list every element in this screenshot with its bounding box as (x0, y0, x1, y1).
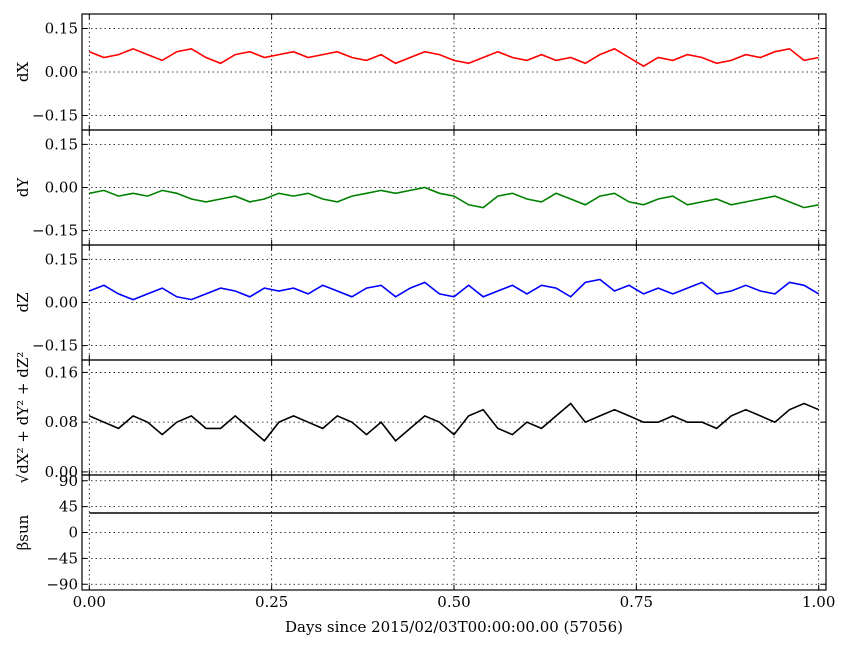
y-tick-label: 0.16 (45, 363, 78, 381)
x-tick-label: 0.75 (620, 593, 653, 611)
y-axis-label-beta: βsun (14, 514, 32, 550)
y-tick-label: −0.15 (32, 337, 78, 355)
x-tick-label: 1.00 (802, 593, 835, 611)
panel-frame (81, 129, 827, 246)
y-tick-label: −90 (46, 575, 78, 593)
y-tick-label: 0 (68, 524, 78, 542)
y-tick-label: −0.15 (32, 222, 78, 240)
y-tick-label: 0.00 (45, 63, 78, 81)
panel-dX: −0.15 0.00 0.15 dX (14, 13, 827, 131)
series-line-dY (89, 186, 819, 209)
series-line-dR (88, 402, 820, 442)
series-line-dZ (89, 278, 820, 301)
y-axis-label-dY: dY (14, 177, 32, 198)
y-axis-label-dZ: dZ (14, 292, 32, 312)
y-tick-label: 0.15 (45, 135, 78, 153)
panel-beta: −90 −45 0 45 90 βsun (14, 472, 827, 593)
y-tick-label: −0.15 (32, 107, 78, 125)
x-tick-label: 0.00 (73, 593, 106, 611)
y-tick-label: 90 (59, 472, 78, 490)
series-line-dX (89, 47, 819, 68)
x-tick-label: 0.50 (437, 593, 470, 611)
y-axis-label-dR: √dX² + dY² + dZ² (14, 352, 32, 484)
y-tick-label: 0.08 (45, 413, 78, 431)
y-tick-label: 0.15 (45, 20, 78, 38)
panel-dY: −0.15 0.00 0.15 dY (14, 129, 827, 246)
y-tick-label: 0.15 (45, 250, 78, 268)
x-tick-label: 0.25 (255, 593, 288, 611)
y-tick-label: 45 (59, 498, 78, 516)
panel-dR: 0.00 0.08 0.16 √dX² + dY² + dZ² (14, 352, 827, 484)
panel-frame (81, 244, 827, 361)
y-axis-label-dX: dX (14, 62, 32, 83)
y-tick-label: −45 (46, 549, 78, 567)
x-tick-labels: 0.00 0.25 0.50 0.75 1.00 (73, 593, 836, 611)
x-axis-label: Days since 2015/02/03T00:00:00.00 (57056… (285, 618, 623, 636)
y-tick-label: 0.00 (45, 294, 78, 312)
panel-frame (81, 474, 827, 591)
panel-frame (81, 13, 827, 131)
y-tick-label: 0.00 (45, 463, 78, 481)
panel-dZ: −0.15 0.00 0.15 dZ (14, 244, 827, 361)
y-tick-label: 0.00 (45, 179, 78, 197)
